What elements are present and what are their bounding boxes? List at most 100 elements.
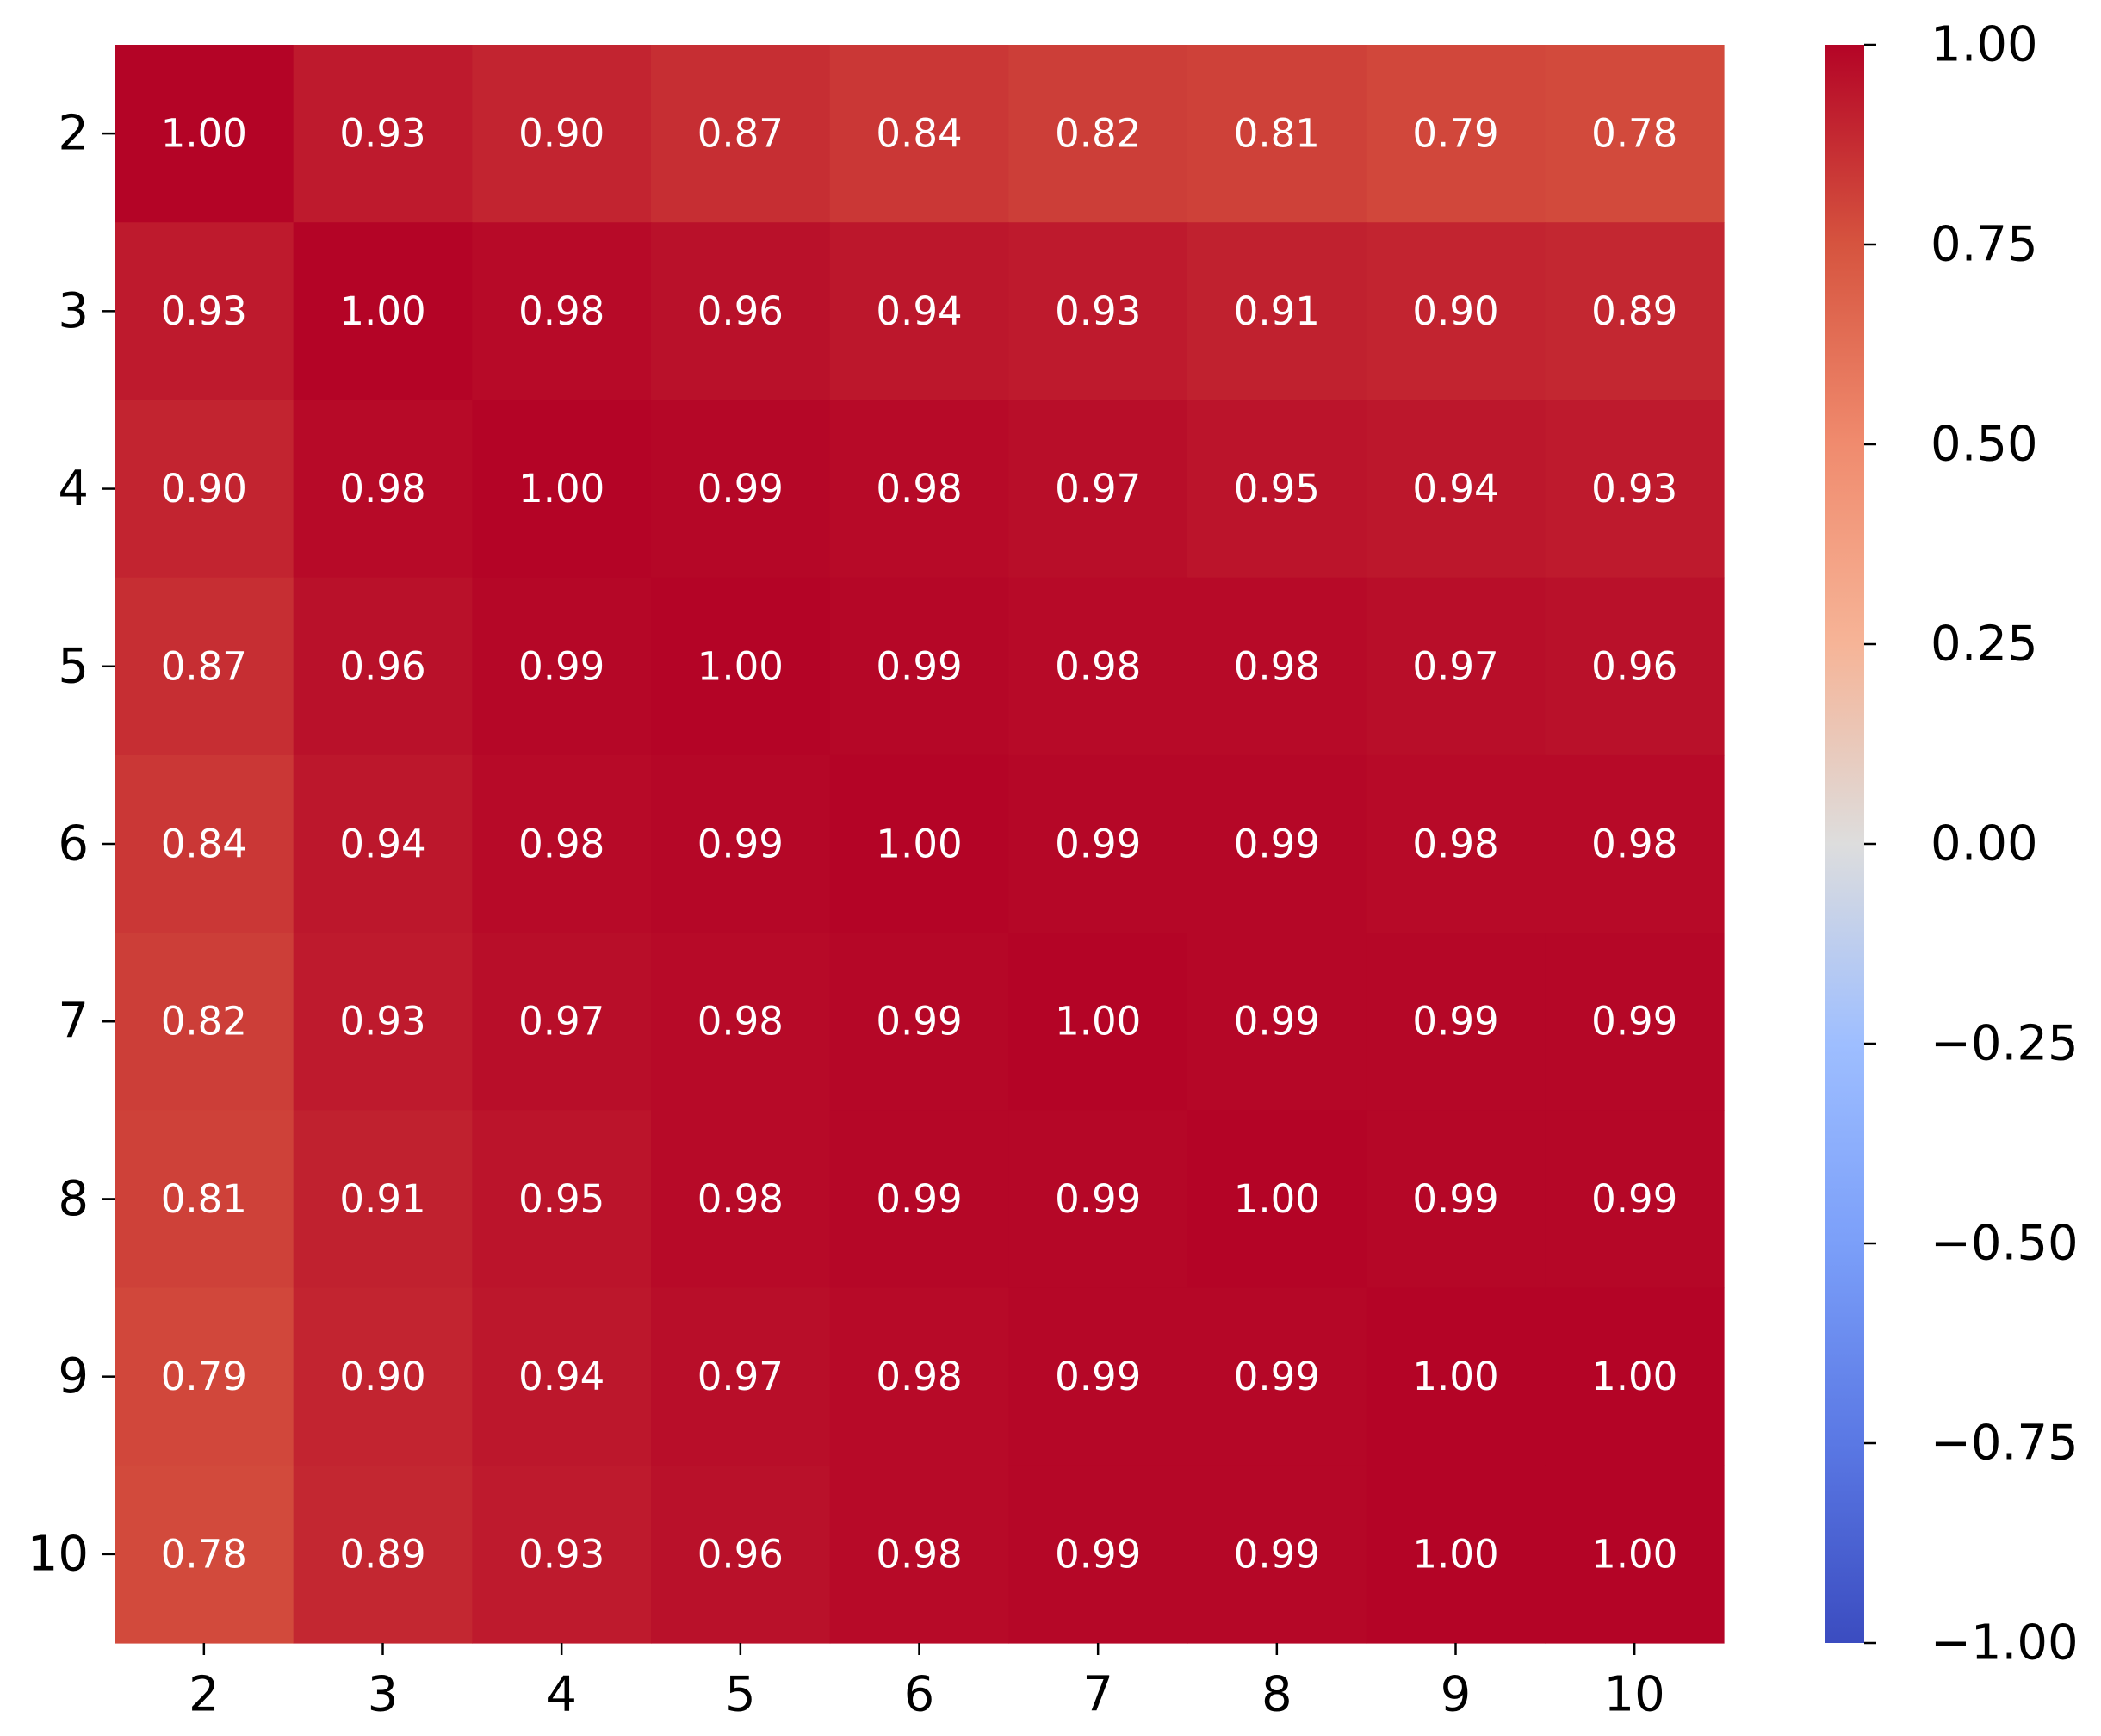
cell-value-label: 0.99 xyxy=(876,999,962,1045)
heatmap-cell xyxy=(1008,754,1188,933)
heatmap-cell xyxy=(829,754,1009,933)
x-tick-label: 7 xyxy=(1082,1667,1113,1723)
cell-value-label: 1.00 xyxy=(161,111,247,157)
y-tick-label: 10 xyxy=(28,1526,89,1582)
heatmap-cell xyxy=(651,1465,831,1644)
heatmap-cell xyxy=(651,754,831,933)
heatmap-cell xyxy=(1366,1287,1546,1466)
heatmap-cell xyxy=(1545,1110,1725,1289)
heatmap-cell xyxy=(1008,45,1188,223)
heatmap-cell xyxy=(1187,45,1367,223)
heatmap-cells: 1.00 0.93 0.90 0.87 0.84 0.82 0.81 0.79 0.78 0.93… xyxy=(115,45,1725,1644)
cell-value-label: 0.81 xyxy=(161,1176,247,1222)
cell-value-label: 0.99 xyxy=(518,643,604,689)
cell-value-label: 0.89 xyxy=(339,1531,425,1577)
y-tick-label: 8 xyxy=(58,1171,89,1227)
cell-value-label: 0.99 xyxy=(1055,822,1141,867)
heatmap-cell xyxy=(293,1287,473,1466)
heatmap-cell xyxy=(472,1110,652,1289)
heatmap-cell xyxy=(472,754,652,933)
cell-value-label: 0.94 xyxy=(518,1354,604,1399)
heatmap-cell xyxy=(1366,754,1546,933)
cell-value-label: 0.99 xyxy=(697,822,784,867)
cell-value-label: 0.98 xyxy=(697,1176,784,1222)
colorbar-tick-label: 0.75 xyxy=(1931,217,2038,273)
heatmap-cell xyxy=(1366,1110,1546,1289)
x-tick-label: 5 xyxy=(725,1667,756,1723)
cell-value-label: 0.98 xyxy=(339,466,425,512)
heatmap-cell xyxy=(1366,933,1546,1111)
cell-value-label: 0.93 xyxy=(1591,466,1677,512)
heatmap-cell xyxy=(472,400,652,579)
heatmap-cell xyxy=(1545,933,1725,1111)
cell-value-label: 0.96 xyxy=(1591,643,1677,689)
cell-value-label: 0.99 xyxy=(876,1176,962,1222)
cell-value-label: 0.94 xyxy=(339,822,425,867)
heatmap-cell xyxy=(293,1465,473,1644)
x-tick-label: 4 xyxy=(546,1667,577,1723)
cell-value-label: 0.98 xyxy=(1234,643,1320,689)
cell-value-label: 0.99 xyxy=(1234,1531,1320,1577)
cell-value-label: 0.93 xyxy=(339,111,425,157)
colorbar-tick-label: −0.50 xyxy=(1931,1216,2079,1272)
cell-value-label: 0.98 xyxy=(876,466,962,512)
heatmap-cell xyxy=(1187,1465,1367,1644)
cell-value-label: 0.79 xyxy=(1412,111,1498,157)
colorbar-gradient xyxy=(1825,45,1864,1643)
cell-value-label: 0.99 xyxy=(1055,1176,1141,1222)
heatmap-cell xyxy=(1366,45,1546,223)
cell-value-label: 0.87 xyxy=(697,111,784,157)
cell-value-label: 0.93 xyxy=(339,999,425,1045)
y-tick-label: 5 xyxy=(58,638,89,694)
cell-value-label: 1.00 xyxy=(518,466,604,512)
colorbar-tick-label: −0.25 xyxy=(1931,1016,2079,1072)
heatmap-cell xyxy=(651,400,831,579)
heatmap-cell xyxy=(829,400,1009,579)
x-tick-label: 9 xyxy=(1441,1667,1472,1723)
cell-value-label: 0.99 xyxy=(1412,1176,1498,1222)
x-tick-label: 6 xyxy=(904,1667,935,1723)
heatmap-cell xyxy=(829,933,1009,1111)
cell-value-label: 0.98 xyxy=(1055,643,1141,689)
cell-value-label: 0.97 xyxy=(1412,643,1498,689)
heatmap-cell xyxy=(1187,754,1367,933)
heatmap-cell xyxy=(651,222,831,401)
heatmap-cell xyxy=(1545,754,1725,933)
heatmap-cell xyxy=(472,577,652,756)
heatmap-cell xyxy=(1187,400,1367,579)
heatmap-cell xyxy=(651,1110,831,1289)
heatmap-cell xyxy=(293,1110,473,1289)
cell-value-label: 1.00 xyxy=(1234,1176,1320,1222)
heatmap-cell xyxy=(1187,222,1367,401)
heatmap-cell xyxy=(1187,577,1367,756)
cell-value-label: 1.00 xyxy=(1055,999,1141,1045)
cell-value-label: 0.90 xyxy=(1412,288,1498,334)
heatmap-cell xyxy=(1187,1287,1367,1466)
heatmap-cell xyxy=(651,1287,831,1466)
cell-value-label: 0.99 xyxy=(1234,1354,1320,1399)
y-tick-label: 9 xyxy=(58,1348,89,1404)
heatmap-cell xyxy=(1008,222,1188,401)
heatmap-cell xyxy=(1545,1465,1725,1644)
cell-value-label: 1.00 xyxy=(339,288,425,334)
y-tick-label: 4 xyxy=(58,461,89,517)
heatmap-cell xyxy=(293,400,473,579)
cell-value-label: 0.82 xyxy=(1055,111,1141,157)
heatmap-cell xyxy=(1008,1110,1188,1289)
heatmap-cell xyxy=(472,1287,652,1466)
heatmap-cell xyxy=(115,1287,294,1466)
cell-value-label: 0.99 xyxy=(1055,1531,1141,1577)
cell-value-label: 1.00 xyxy=(1591,1531,1677,1577)
cell-value-label: 0.90 xyxy=(161,466,247,512)
cell-value-label: 0.97 xyxy=(518,999,604,1045)
heatmap-cell xyxy=(651,933,831,1111)
x-axis: 2 3 4 5 6 7 8 9 10 xyxy=(189,1643,1665,1723)
cell-value-label: 0.82 xyxy=(161,999,247,1045)
heatmap-cell xyxy=(1545,400,1725,579)
colorbar-tick-label: 0.25 xyxy=(1931,617,2038,673)
cell-value-label: 0.87 xyxy=(161,643,247,689)
cell-value-label: 0.99 xyxy=(1234,822,1320,867)
cell-value-label: 0.93 xyxy=(518,1531,604,1577)
cell-value-label: 0.98 xyxy=(1591,822,1677,867)
cell-value-label: 0.95 xyxy=(518,1176,604,1222)
